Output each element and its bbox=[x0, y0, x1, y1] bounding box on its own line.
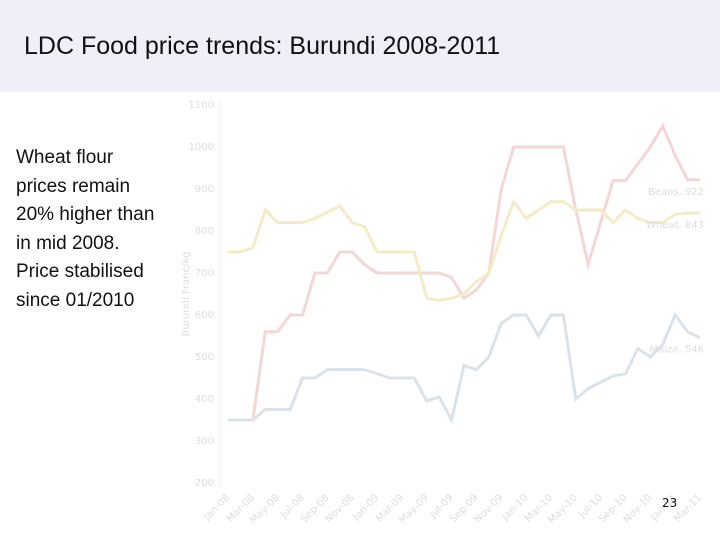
series-line bbox=[228, 311, 701, 425]
series-line bbox=[228, 122, 700, 422]
slide-title: LDC Food price trends: Burundi 2008-2011 bbox=[24, 32, 501, 60]
end-label: Wheat, 843 bbox=[646, 220, 704, 231]
y-tick-label: 600 bbox=[195, 310, 214, 321]
y-tick-label: 500 bbox=[195, 352, 214, 363]
y-axis-label: Burundi Franc/kg bbox=[181, 252, 192, 337]
y-tick-label: 900 bbox=[195, 184, 214, 195]
title-bar bbox=[0, 0, 720, 92]
y-tick-label: 200 bbox=[195, 478, 214, 489]
y-tick-label: 1000 bbox=[189, 142, 214, 153]
end-label: Beans, 922 bbox=[648, 187, 704, 198]
series-line bbox=[228, 198, 700, 302]
y-tick-label: 800 bbox=[195, 226, 214, 237]
body-text: Wheat flour prices remain 20% higher tha… bbox=[16, 147, 155, 311]
y-tick-label: 700 bbox=[195, 268, 214, 279]
page-number: 23 bbox=[662, 496, 678, 510]
y-tick-label: 1100 bbox=[189, 100, 214, 111]
end-label: Maize, 546 bbox=[650, 345, 704, 356]
y-tick-label: 400 bbox=[195, 394, 214, 405]
y-tick-label: 300 bbox=[195, 436, 214, 447]
